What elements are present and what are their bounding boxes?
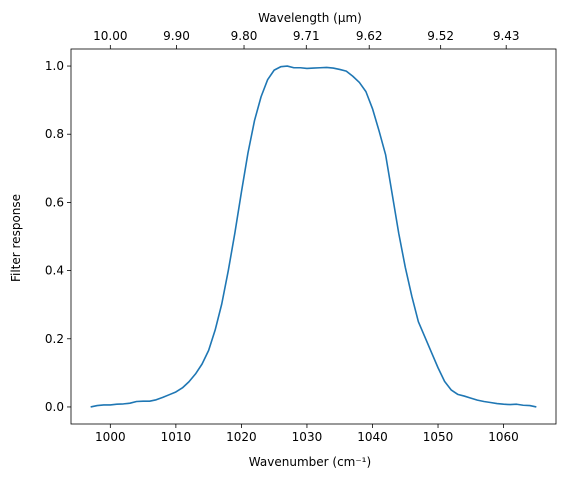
y-axis-label: Filter response <box>9 194 23 282</box>
plot-frame <box>70 48 557 425</box>
y-tick-label: 0.8 <box>45 127 64 141</box>
x-axis-label: Wavenumber (cm⁻¹) <box>249 455 371 469</box>
top-tick-label: 9.80 <box>231 29 258 43</box>
top-tick-label: 9.62 <box>356 29 383 43</box>
y-tick-label: 0.2 <box>45 332 64 346</box>
y-tick-label: 0.4 <box>45 264 64 278</box>
top-tick-label: 10.00 <box>93 29 127 43</box>
series-line-0 <box>90 65 537 408</box>
y-tick-label: 0.6 <box>45 195 64 209</box>
y-tick-label: 1.0 <box>45 59 64 73</box>
top-axis-label: Wavelength (μm) <box>258 11 362 25</box>
top-tick-label: 9.90 <box>163 29 190 43</box>
x-tick-label: 1030 <box>292 430 323 444</box>
x-tick-label: 1020 <box>226 430 257 444</box>
y-tick-label: 0.0 <box>45 400 64 414</box>
top-tick-label: 9.43 <box>493 29 520 43</box>
top-tick-label: 9.71 <box>293 29 320 43</box>
x-tick-label: 1050 <box>423 430 454 444</box>
x-tick-label: 1060 <box>488 430 519 444</box>
x-tick-label: 1000 <box>95 430 126 444</box>
top-tick-label: 9.52 <box>427 29 454 43</box>
x-tick-label: 1040 <box>357 430 388 444</box>
axes-layer: 1000 1010 1020 1030 1040 1050 1060 0.0 0.2 0.4 0.6… <box>45 29 557 444</box>
x-tick-label: 1010 <box>161 430 192 444</box>
plot-layer <box>90 65 537 408</box>
